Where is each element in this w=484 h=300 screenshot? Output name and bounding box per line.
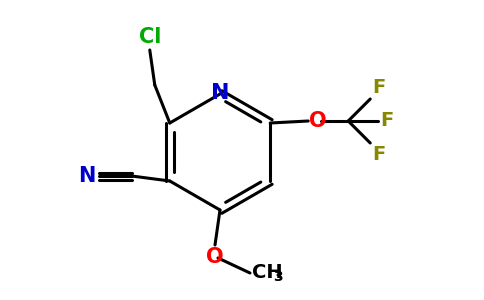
- Text: F: F: [380, 112, 393, 130]
- Text: Cl: Cl: [138, 27, 161, 47]
- Text: F: F: [372, 78, 385, 97]
- Text: O: O: [309, 111, 327, 131]
- Text: F: F: [372, 145, 385, 164]
- Text: CH: CH: [252, 263, 283, 283]
- Text: N: N: [78, 166, 96, 186]
- Text: 3: 3: [273, 270, 283, 284]
- Text: O: O: [206, 247, 224, 267]
- Text: N: N: [211, 83, 229, 103]
